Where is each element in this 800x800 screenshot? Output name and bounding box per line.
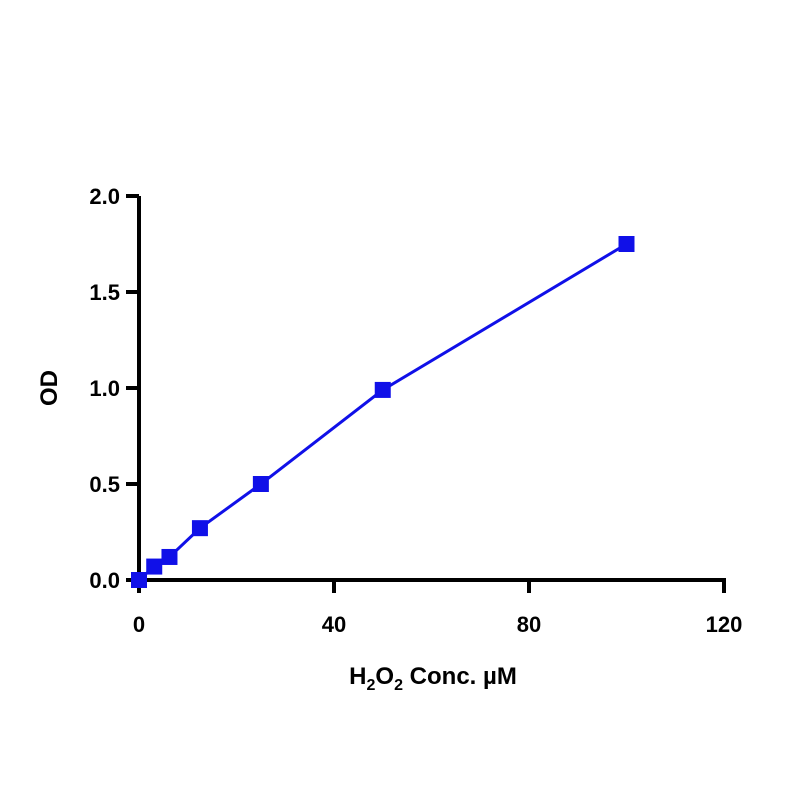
y-tick-label: 1.5	[89, 280, 120, 305]
x-tick-label: 120	[706, 612, 743, 637]
x-axis-title-part: O	[375, 663, 394, 690]
y-tick-label: 1.0	[89, 376, 120, 401]
data-point	[191, 520, 208, 537]
x-tick-label: 40	[322, 612, 346, 637]
axes	[137, 196, 726, 582]
data-point	[146, 558, 163, 575]
x-axis-title-part: Conc. µM	[403, 663, 517, 690]
series-line	[138, 242, 628, 582]
data-point	[374, 381, 391, 398]
y-tick-label: 0.0	[89, 568, 120, 593]
data-point	[161, 548, 178, 565]
y-tick-label: 0.5	[89, 472, 120, 497]
x-ticks: 0 40 80 120	[133, 580, 742, 637]
y-axis-title: OD	[36, 370, 63, 406]
x-axis-title-subscript: 2	[367, 677, 376, 694]
x-tick-label: 80	[517, 612, 541, 637]
y-ticks: 0.0 0.5 1.0 1.5 2.0	[89, 184, 139, 593]
y-tick-label: 2.0	[89, 184, 120, 209]
data-point	[131, 572, 147, 588]
data-point	[618, 236, 635, 252]
x-axis-title: H2O2 Conc. µM	[349, 663, 517, 694]
x-axis-title-part: H	[349, 663, 366, 690]
x-axis-title-subscript: 2	[394, 677, 403, 694]
series	[131, 236, 635, 588]
x-tick-label: 0	[133, 612, 145, 637]
data-point	[252, 476, 269, 492]
